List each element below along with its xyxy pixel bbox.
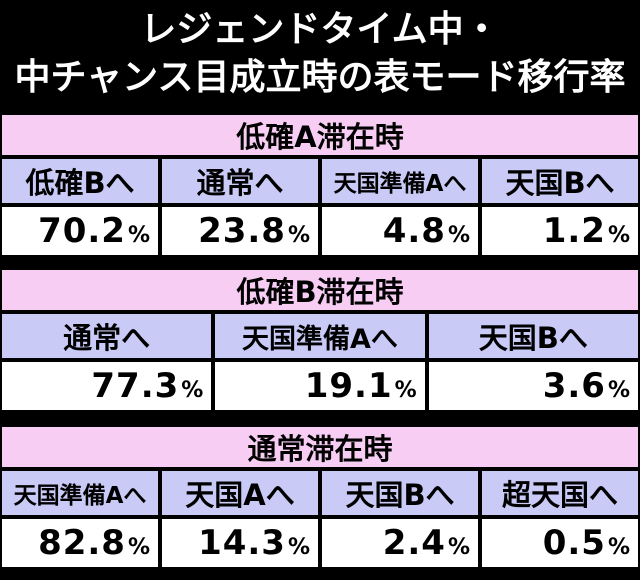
value-cell: 0.5% — [480, 517, 640, 569]
value-cell: 19.1% — [213, 360, 427, 412]
column-header: 天国Bへ — [480, 157, 640, 205]
section-heading: 通常滞在時 — [0, 425, 640, 469]
value-row: 70.2% 23.8% 4.8% 1.2% — [0, 205, 640, 257]
value-cell: 3.6% — [426, 360, 640, 412]
page-title: レジェンドタイム中・ 中チャンス目成立時の表モード移行率 — [0, 0, 640, 108]
column-header: 超天国へ — [480, 469, 640, 517]
value-cell: 2.4% — [320, 517, 480, 569]
value-cell: 82.8% — [0, 517, 160, 569]
section-heading: 低確A滞在時 — [0, 113, 640, 157]
column-header-row: 通常へ 天国準備Aへ 天国Bへ — [0, 312, 640, 360]
value-cell: 77.3% — [0, 360, 214, 412]
title-line-2: 中チャンス目成立時の表モード移行率 — [14, 57, 626, 98]
column-header: 天国Bへ — [320, 469, 480, 517]
value-row: 82.8% 14.3% 2.4% 0.5% — [0, 517, 640, 569]
value-cell: 14.3% — [160, 517, 320, 569]
column-header: 天国準備Aへ — [213, 312, 427, 360]
section-heading: 低確B滞在時 — [0, 268, 640, 312]
column-header-row: 低確Bへ 通常へ 天国準備Aへ 天国Bへ — [0, 157, 640, 205]
column-header: 通常へ — [0, 312, 214, 360]
value-cell: 4.8% — [320, 205, 480, 257]
value-cell: 70.2% — [0, 205, 160, 257]
column-header: 天国Aへ — [160, 469, 320, 517]
value-cell: 1.2% — [480, 205, 640, 257]
column-header: 天国準備Aへ — [0, 469, 160, 517]
column-header: 通常へ — [160, 157, 320, 205]
title-line-1: レジェンドタイム中・ — [140, 9, 500, 50]
value-row: 77.3% 19.1% 3.6% — [0, 360, 640, 412]
value-cell: 23.8% — [160, 205, 320, 257]
column-header: 天国準備Aへ — [320, 157, 480, 205]
column-header-row: 天国準備Aへ 天国Aへ 天国Bへ 超天国へ — [0, 469, 640, 517]
column-header: 天国Bへ — [426, 312, 640, 360]
column-header: 低確Bへ — [0, 157, 160, 205]
